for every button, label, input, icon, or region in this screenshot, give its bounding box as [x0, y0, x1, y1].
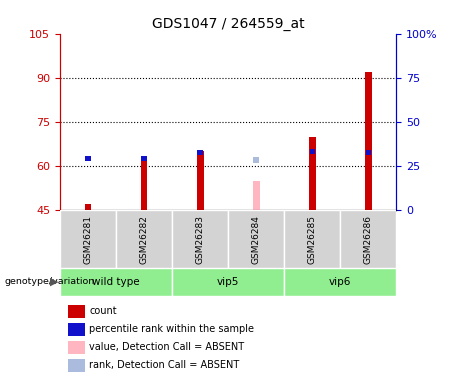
Bar: [309, 148, 315, 154]
Bar: [141, 156, 147, 161]
Bar: [68, 358, 85, 372]
Text: GSM26283: GSM26283: [195, 214, 205, 264]
Text: GSM26284: GSM26284: [252, 214, 261, 264]
FancyBboxPatch shape: [284, 210, 340, 268]
Bar: [85, 156, 91, 161]
FancyBboxPatch shape: [116, 210, 172, 268]
Bar: [68, 340, 85, 354]
Bar: [141, 160, 148, 210]
Text: GSM26286: GSM26286: [364, 214, 373, 264]
Text: vip6: vip6: [329, 277, 352, 287]
FancyBboxPatch shape: [60, 210, 116, 268]
Text: count: count: [89, 306, 117, 316]
FancyBboxPatch shape: [172, 210, 228, 268]
Bar: [197, 150, 203, 155]
Bar: [365, 72, 372, 210]
Bar: [309, 136, 316, 210]
Text: GSM26282: GSM26282: [140, 214, 148, 264]
Bar: [197, 151, 203, 210]
Bar: [68, 304, 85, 318]
FancyBboxPatch shape: [284, 268, 396, 296]
FancyBboxPatch shape: [340, 210, 396, 268]
Bar: [68, 322, 85, 336]
Text: genotype/variation: genotype/variation: [5, 278, 95, 286]
Text: ▶: ▶: [50, 277, 58, 287]
FancyBboxPatch shape: [172, 268, 284, 296]
Text: GSM26281: GSM26281: [83, 214, 93, 264]
Text: value, Detection Call = ABSENT: value, Detection Call = ABSENT: [89, 342, 244, 352]
Text: GSM26285: GSM26285: [308, 214, 317, 264]
Text: percentile rank within the sample: percentile rank within the sample: [89, 324, 254, 334]
Bar: [254, 158, 259, 163]
Bar: [85, 204, 91, 210]
Title: GDS1047 / 264559_at: GDS1047 / 264559_at: [152, 17, 305, 32]
Text: wild type: wild type: [92, 277, 140, 287]
FancyBboxPatch shape: [228, 210, 284, 268]
Text: rank, Detection Call = ABSENT: rank, Detection Call = ABSENT: [89, 360, 240, 370]
Bar: [366, 150, 371, 155]
FancyBboxPatch shape: [60, 268, 172, 296]
Bar: [253, 181, 260, 210]
Text: vip5: vip5: [217, 277, 239, 287]
